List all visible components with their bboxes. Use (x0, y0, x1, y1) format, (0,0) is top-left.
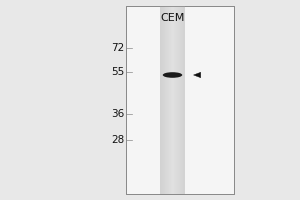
Text: 55: 55 (111, 67, 124, 77)
Bar (166, 6, 167, 194)
Text: 36: 36 (111, 109, 124, 119)
Bar (178, 6, 179, 194)
Bar (179, 6, 180, 194)
Bar (173, 6, 174, 194)
Bar (180, 6, 181, 194)
Bar (183, 6, 184, 194)
Bar (163, 6, 164, 194)
Text: 72: 72 (111, 43, 124, 53)
Text: CEM: CEM (160, 13, 185, 23)
Bar (162, 6, 163, 194)
Bar (172, 6, 173, 194)
Bar (168, 6, 169, 194)
Bar (161, 6, 162, 194)
Bar (171, 6, 172, 194)
Bar (126, 6, 234, 194)
Bar (169, 6, 170, 194)
Bar (181, 6, 182, 194)
Bar (165, 6, 166, 194)
Bar (170, 6, 171, 194)
Bar (126, 6, 234, 194)
Bar (177, 6, 178, 194)
Text: 28: 28 (111, 135, 124, 145)
Bar (176, 6, 177, 194)
Bar (182, 6, 183, 194)
Bar (164, 6, 165, 194)
Bar (184, 6, 185, 194)
Bar (175, 6, 176, 194)
Ellipse shape (163, 72, 182, 78)
Bar (167, 6, 168, 194)
Bar (174, 6, 175, 194)
Bar (160, 6, 161, 194)
Polygon shape (194, 72, 201, 78)
